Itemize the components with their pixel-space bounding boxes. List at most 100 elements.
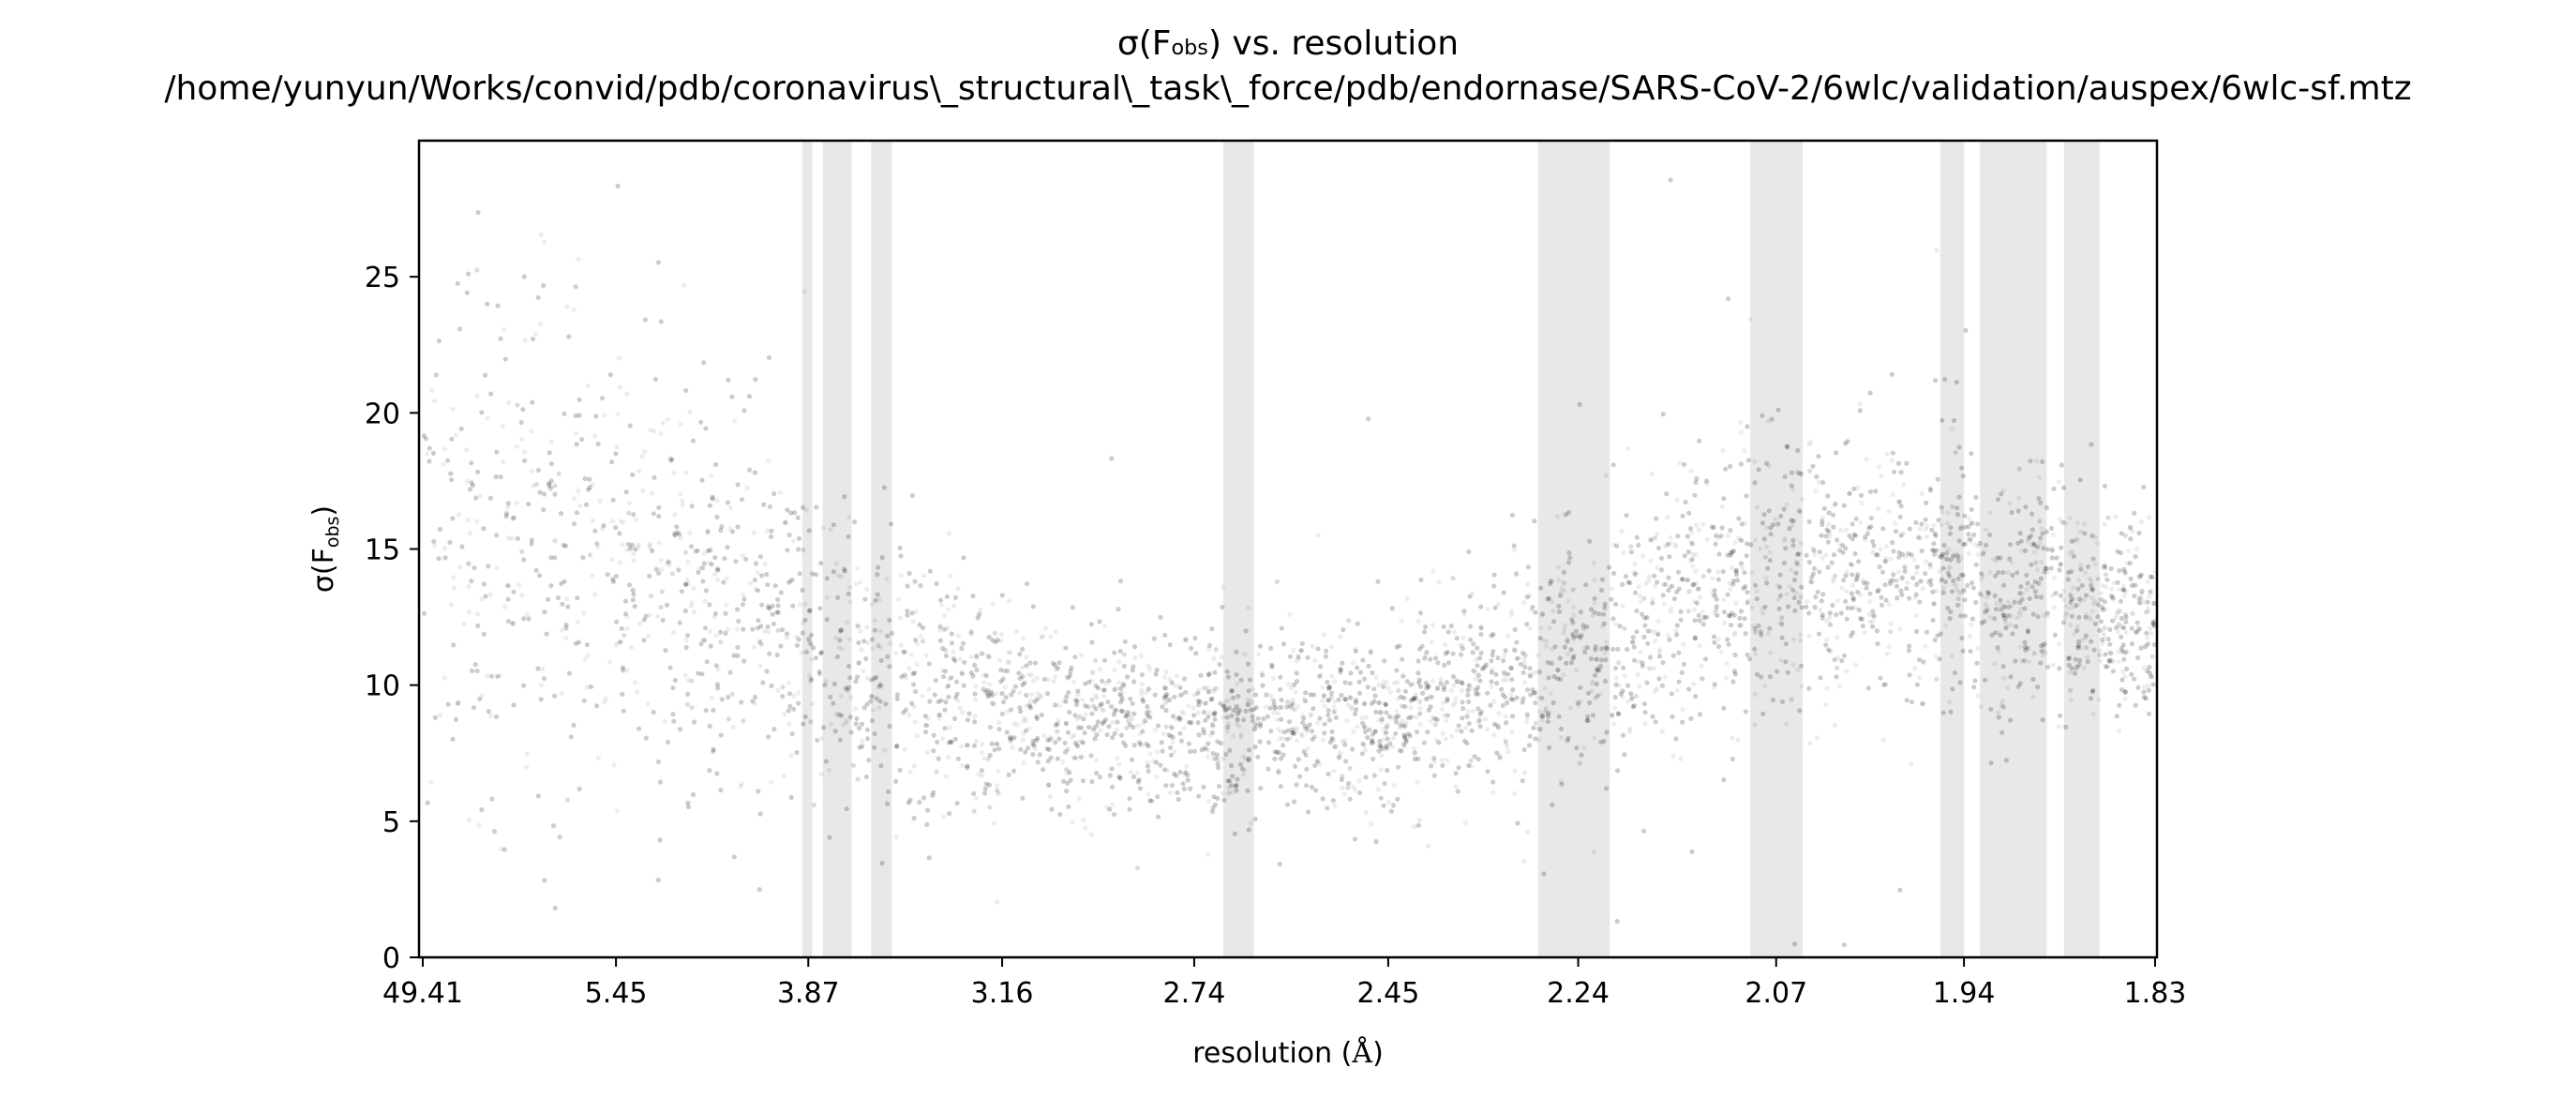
data-point xyxy=(1495,602,1501,608)
data-point xyxy=(1385,721,1391,727)
data-point xyxy=(1676,586,1682,592)
data-point xyxy=(1652,629,1657,635)
data-point xyxy=(1571,612,1577,618)
data-point xyxy=(1958,523,1964,530)
data-point xyxy=(1631,569,1637,575)
data-point xyxy=(1235,681,1240,686)
data-point xyxy=(1468,624,1474,629)
data-point xyxy=(1609,711,1614,717)
data-point xyxy=(794,642,801,648)
data-point xyxy=(1068,672,1073,678)
data-point xyxy=(505,596,511,602)
data-point xyxy=(1162,692,1169,699)
data-point xyxy=(1931,602,1937,608)
data-point xyxy=(2069,613,2075,619)
data-point xyxy=(1610,542,1616,548)
data-point xyxy=(1065,729,1071,735)
data-point xyxy=(1995,497,2001,503)
data-point xyxy=(1831,576,1836,581)
data-point xyxy=(642,449,648,455)
data-point xyxy=(922,723,928,729)
data-point xyxy=(1395,696,1401,701)
data-point xyxy=(1591,561,1596,566)
data-point xyxy=(579,437,585,443)
data-point xyxy=(1559,586,1565,592)
data-point xyxy=(684,577,690,582)
data-point xyxy=(1413,695,1418,701)
data-point xyxy=(1687,558,1693,564)
data-point xyxy=(1053,629,1058,635)
data-point xyxy=(607,372,614,378)
data-point xyxy=(872,676,877,682)
data-point xyxy=(1969,580,1975,586)
data-point xyxy=(1314,759,1320,764)
data-point xyxy=(1328,690,1335,696)
data-point xyxy=(500,424,505,429)
data-point xyxy=(577,504,583,509)
data-point xyxy=(1484,727,1490,732)
data-point xyxy=(566,670,573,676)
data-point xyxy=(897,545,903,550)
data-point xyxy=(1844,669,1850,674)
data-point xyxy=(1322,632,1327,638)
data-point xyxy=(2115,649,2121,654)
data-point xyxy=(985,693,991,699)
data-point xyxy=(1592,600,1597,606)
data-point xyxy=(1614,919,1620,925)
data-point xyxy=(658,557,664,564)
data-point xyxy=(467,531,472,536)
data-point xyxy=(1511,547,1518,552)
data-point xyxy=(1529,608,1535,613)
data-point xyxy=(1225,791,1231,797)
data-point xyxy=(1919,521,1925,527)
data-point xyxy=(1953,550,1959,556)
data-point xyxy=(1381,726,1386,732)
data-point xyxy=(1047,793,1054,800)
data-point xyxy=(1797,508,1803,514)
data-point xyxy=(1445,660,1451,666)
data-point xyxy=(1731,632,1737,638)
data-point xyxy=(1162,700,1168,706)
data-point xyxy=(1595,668,1600,673)
data-point xyxy=(853,721,859,727)
data-point xyxy=(1790,487,1795,492)
data-point xyxy=(762,628,768,634)
data-point xyxy=(1130,700,1135,706)
data-point xyxy=(1655,686,1660,692)
data-point xyxy=(1806,442,1812,447)
data-point xyxy=(797,602,803,608)
data-point xyxy=(1930,548,1936,553)
data-point xyxy=(2081,666,2087,671)
data-point xyxy=(1948,525,1954,531)
data-point xyxy=(999,632,1005,638)
data-point xyxy=(1565,598,1571,604)
data-point xyxy=(2101,630,2106,636)
data-point xyxy=(766,603,771,609)
data-point xyxy=(1742,616,1747,622)
data-point xyxy=(1453,676,1459,682)
data-point xyxy=(2088,582,2094,588)
data-point xyxy=(655,613,661,620)
data-point xyxy=(1566,550,1572,556)
data-point xyxy=(1379,753,1385,759)
data-point xyxy=(1104,805,1110,810)
data-point xyxy=(2062,610,2068,616)
data-point xyxy=(1812,552,1818,558)
data-point xyxy=(1206,710,1212,716)
data-point xyxy=(926,855,932,861)
data-point xyxy=(1538,613,1545,619)
data-point xyxy=(1704,481,1710,487)
data-point xyxy=(2041,642,2046,648)
data-point xyxy=(1022,680,1027,685)
data-point xyxy=(1407,733,1413,739)
chart-title: σ(Fobs) vs. resolution xyxy=(1116,24,1460,63)
data-point xyxy=(2111,596,2117,602)
data-point xyxy=(2014,615,2020,621)
data-point xyxy=(660,420,666,426)
data-point xyxy=(992,630,997,636)
data-point xyxy=(1674,497,1680,504)
data-point xyxy=(1565,652,1571,657)
data-point xyxy=(1196,793,1202,799)
data-point xyxy=(1481,665,1487,670)
data-point xyxy=(989,688,995,695)
